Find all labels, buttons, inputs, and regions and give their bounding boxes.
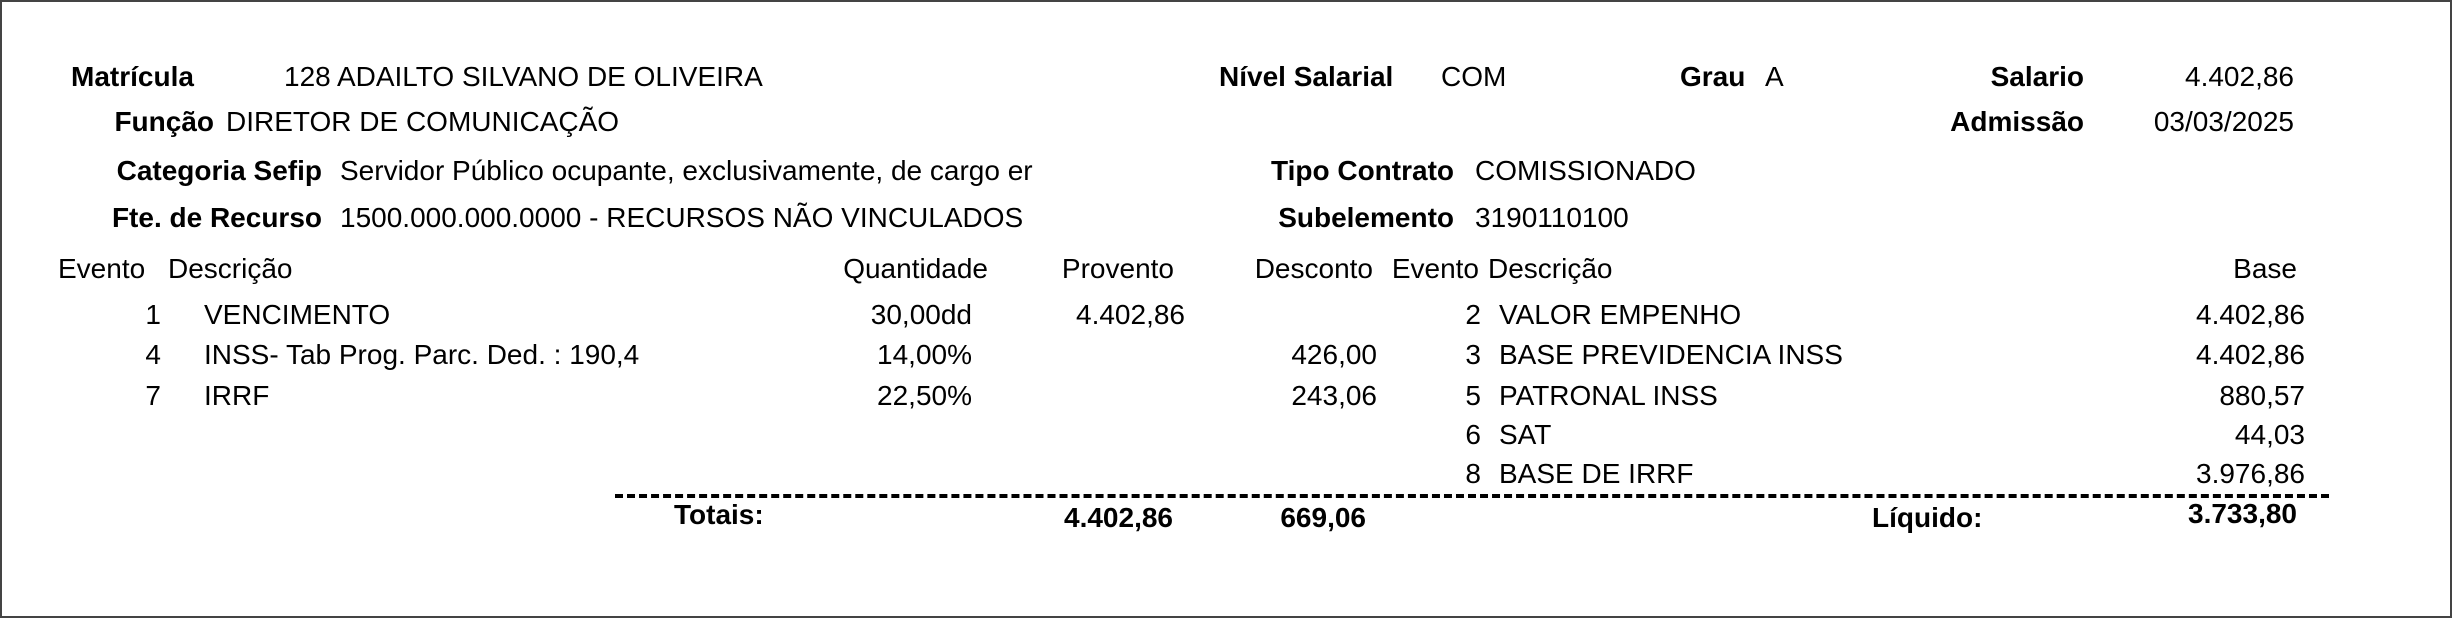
event-description: IRRF bbox=[204, 380, 270, 411]
event-number: 7 bbox=[145, 380, 161, 411]
base-value: 4.402,86 bbox=[2196, 339, 2305, 370]
base-value: 4.402,86 bbox=[2196, 299, 2305, 330]
grau-label: Grau bbox=[1680, 61, 1746, 92]
categoria-label: Categoria Sefip bbox=[116, 155, 322, 186]
col-evento: Evento bbox=[58, 253, 146, 284]
fonte-label: Fte. de Recurso bbox=[111, 202, 322, 233]
totals-descontos: 669,06 bbox=[1280, 502, 1366, 533]
tipo-contrato-label: Tipo Contrato bbox=[1270, 155, 1454, 186]
col-descricao-base: Descrição bbox=[1488, 253, 1613, 284]
base-description: BASE DE IRRF bbox=[1499, 458, 1694, 489]
event-number: 4 bbox=[145, 339, 161, 370]
salario-label: Salario bbox=[1990, 61, 2084, 92]
matricula-value: 128 ADAILTO SILVANO DE OLIVEIRA bbox=[284, 61, 763, 92]
base-event-number: 8 bbox=[1465, 458, 1481, 489]
base-description: BASE PREVIDENCIA INSS bbox=[1499, 339, 1843, 370]
base-event-number: 5 bbox=[1465, 380, 1481, 411]
col-quantidade: Quantidade bbox=[843, 253, 988, 284]
base-event-number: 2 bbox=[1465, 299, 1481, 330]
categoria-value: Servidor Público ocupante, exclusivament… bbox=[340, 155, 1033, 186]
base-event-number: 3 bbox=[1465, 339, 1481, 370]
nivel-value: COM bbox=[1441, 61, 1507, 92]
matricula-label: Matrícula bbox=[71, 61, 194, 92]
col-descricao: Descrição bbox=[168, 253, 293, 284]
funcao-value: DIRETOR DE COMUNICAÇÃO bbox=[226, 106, 620, 137]
event-quantity: 22,50% bbox=[877, 380, 972, 411]
base-value: 44,03 bbox=[2234, 419, 2305, 450]
base-description: PATRONAL INSS bbox=[1499, 380, 1718, 411]
event-quantity: 30,00dd bbox=[870, 299, 972, 330]
liquido-label: Líquido: bbox=[1872, 502, 1983, 533]
nivel-label: Nível Salarial bbox=[1219, 61, 1394, 92]
event-description: INSS- Tab Prog. Parc. Ded. : 190,4 bbox=[204, 339, 640, 370]
totals-proventos: 4.402,86 bbox=[1064, 502, 1173, 533]
grau-value: A bbox=[1765, 61, 1784, 92]
liquido-value: 3.733,80 bbox=[2188, 498, 2297, 529]
totals-label: Totais: bbox=[674, 499, 764, 530]
funcao-label: Função bbox=[114, 106, 214, 137]
col-base: Base bbox=[2233, 253, 2297, 284]
totals-divider bbox=[615, 494, 2329, 498]
base-value: 3.976,86 bbox=[2196, 458, 2305, 489]
subelemento-value: 3190110100 bbox=[1475, 202, 1629, 233]
event-desconto: 426,00 bbox=[1291, 339, 1377, 370]
salario-value: 4.402,86 bbox=[2185, 61, 2294, 92]
admissao-label: Admissão bbox=[1950, 106, 2084, 137]
base-value: 880,57 bbox=[2219, 380, 2305, 411]
col-desconto: Desconto bbox=[1254, 253, 1373, 284]
fonte-value: 1500.000.000.0000 - RECURSOS NÃO VINCULA… bbox=[340, 202, 1024, 233]
event-quantity: 14,00% bbox=[877, 339, 972, 370]
event-provento: 4.402,86 bbox=[1076, 299, 1185, 330]
tipo-contrato-value: COMISSIONADO bbox=[1475, 155, 1696, 186]
admissao-value: 03/03/2025 bbox=[2153, 106, 2294, 137]
col-evento-base: Evento bbox=[1391, 253, 1479, 284]
base-description: VALOR EMPENHO bbox=[1499, 299, 1742, 330]
subelemento-label: Subelemento bbox=[1278, 202, 1454, 233]
base-description: SAT bbox=[1499, 419, 1552, 450]
col-provento: Provento bbox=[1061, 253, 1174, 284]
event-desconto: 243,06 bbox=[1291, 380, 1377, 411]
event-number: 1 bbox=[145, 299, 161, 330]
base-event-number: 6 bbox=[1465, 419, 1481, 450]
event-description: VENCIMENTO bbox=[204, 299, 391, 330]
